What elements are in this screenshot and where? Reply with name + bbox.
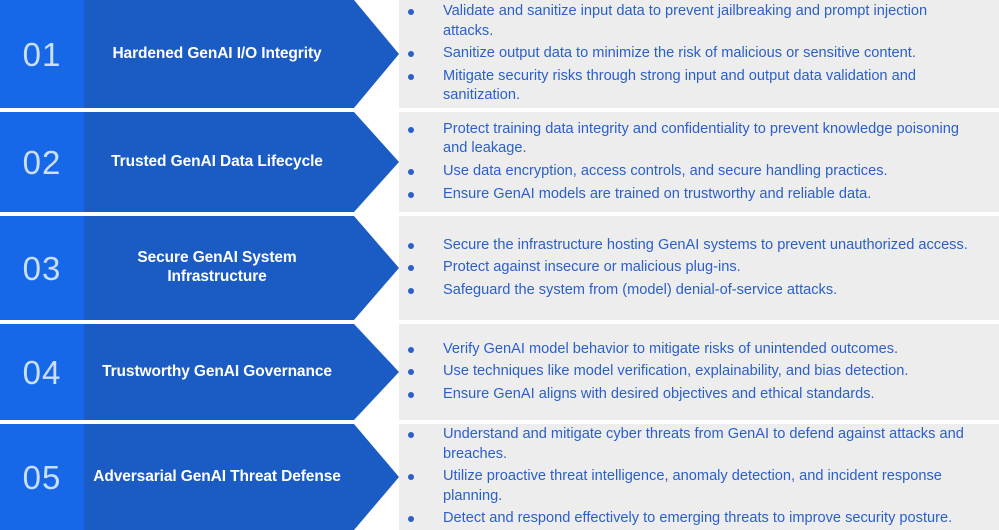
- pillar-number: 04: [22, 353, 62, 391]
- bullet-item: Verify GenAI model behavior to mitigate …: [399, 340, 977, 360]
- row-separator: [0, 320, 999, 324]
- pillar-arrow-banner: Adversarial GenAI Threat Defense: [84, 424, 399, 530]
- bullet-dot-icon: [408, 474, 414, 481]
- bullet-text: Verify GenAI model behavior to mitigate …: [443, 340, 899, 357]
- bullet-item: Utilize proactive threat intelligence, a…: [399, 467, 977, 506]
- pillar-title: Trusted GenAI Data Lifecycle: [111, 152, 323, 170]
- pillar-row: 01 Hardened GenAI I/O Integrity Validate…: [0, 0, 999, 108]
- bullet-item: Use data encryption, access controls, an…: [399, 162, 977, 182]
- pillar-row: 02 Trusted GenAI Data Lifecycle Protect …: [0, 112, 999, 212]
- pillar-title-container: Trustworthy GenAI Governance: [84, 324, 354, 420]
- bullet-dot-icon: [408, 432, 414, 439]
- arrow-right-icon: [84, 216, 399, 320]
- bullet-dot-icon: [408, 242, 414, 249]
- bullet-item: Ensure GenAI models are trained on trust…: [399, 185, 977, 205]
- bullet-item: Secure the infrastructure hosting GenAI …: [399, 236, 977, 256]
- pillar-title: Hardened GenAI I/O Integrity: [112, 44, 322, 62]
- pillar-number: 02: [22, 143, 62, 181]
- pillar-arrow-banner: Trusted GenAI Data Lifecycle: [84, 112, 399, 212]
- pillar-row: 04 Trustworthy GenAI Governance Verify G…: [0, 324, 999, 420]
- bullet-list: Understand and mitigate cyber threats fr…: [399, 425, 977, 529]
- bullet-item: Use techniques like model verification, …: [399, 362, 977, 382]
- pillar-bullet-panel: Secure the infrastructure hosting GenAI …: [399, 216, 999, 320]
- bullet-dot-icon: [408, 287, 414, 294]
- pillar-arrow-banner: Secure GenAI System Infrastructure: [84, 216, 399, 320]
- pillar-number: 05: [22, 458, 62, 496]
- row-separator: [0, 420, 999, 424]
- bullet-list: Protect training data integrity and conf…: [399, 120, 977, 204]
- bullet-dot-icon: [408, 369, 414, 376]
- bullet-dot-icon: [408, 126, 414, 133]
- pillar-number-tile: 02: [0, 112, 84, 212]
- bullet-text: Protect against insecure or malicious pl…: [443, 259, 741, 276]
- bullet-item: Safeguard the system from (model) denial…: [399, 281, 977, 301]
- bullet-dot-icon: [408, 73, 414, 80]
- pillar-number: 01: [22, 35, 62, 73]
- bullet-item: Detect and respond effectively to emergi…: [399, 509, 977, 529]
- pillar-title-container: Trusted GenAI Data Lifecycle: [84, 112, 354, 212]
- bullet-item: Protect against insecure or malicious pl…: [399, 258, 977, 278]
- bullet-dot-icon: [408, 265, 414, 272]
- bullet-list: Secure the infrastructure hosting GenAI …: [399, 236, 977, 301]
- pillar-title: Trustworthy GenAI Governance: [102, 362, 332, 380]
- pillar-number: 03: [22, 249, 62, 287]
- pillar-row: 03 Secure GenAI System Infrastructure Se…: [0, 216, 999, 320]
- pillar-title-container: Secure GenAI System Infrastructure: [84, 216, 354, 320]
- arrow-right-icon: [84, 0, 399, 108]
- bullet-text: Understand and mitigate cyber threats fr…: [443, 426, 964, 462]
- bullet-dot-icon: [408, 516, 414, 523]
- row-separator: [0, 212, 999, 216]
- pillar-bullet-panel: Verify GenAI model behavior to mitigate …: [399, 324, 999, 420]
- bullet-item: Protect training data integrity and conf…: [399, 120, 977, 159]
- bullet-item: Understand and mitigate cyber threats fr…: [399, 425, 977, 464]
- bullet-text: Ensure GenAI models are trained on trust…: [443, 185, 872, 202]
- bullet-text: Mitigate security risks through strong i…: [443, 67, 916, 104]
- arrow-right-icon: [84, 424, 399, 530]
- pillar-bullet-panel: Validate and sanitize input data to prev…: [399, 0, 999, 108]
- bullet-dot-icon: [408, 191, 414, 198]
- bullet-dot-icon: [408, 9, 414, 16]
- bullet-text: Utilize proactive threat intelligence, a…: [443, 468, 942, 504]
- pillar-number-tile: 03: [0, 216, 84, 320]
- bullet-item: Sanitize output data to minimize the ris…: [399, 44, 977, 64]
- bullet-text: Validate and sanitize input data to prev…: [443, 3, 928, 39]
- bullet-text: Safeguard the system from (model) denial…: [443, 281, 838, 298]
- bullet-text: Use data encryption, access controls, an…: [443, 163, 888, 179]
- pillar-title: Adversarial GenAI Threat Defense: [93, 467, 341, 485]
- bullet-text: Sanitize output data to minimize the ris…: [443, 45, 916, 62]
- arrow-right-icon: [84, 324, 399, 420]
- bullet-text: Secure the infrastructure hosting GenAI …: [443, 236, 968, 253]
- bullet-dot-icon: [408, 51, 414, 58]
- row-separator: [0, 108, 999, 112]
- bullet-item: Ensure GenAI aligns with desired objecti…: [399, 385, 977, 405]
- bullet-dot-icon: [408, 346, 414, 353]
- pillar-arrow-banner: Hardened GenAI I/O Integrity: [84, 0, 399, 108]
- pillar-title: Secure GenAI System Infrastructure: [137, 249, 297, 285]
- bullet-text: Ensure GenAI aligns with desired objecti…: [443, 385, 875, 402]
- bullet-list: Verify GenAI model behavior to mitigate …: [399, 340, 977, 405]
- pillar-bullet-panel: Understand and mitigate cyber threats fr…: [399, 424, 999, 530]
- pillar-number-tile: 05: [0, 424, 84, 530]
- pillar-row: 05 Adversarial GenAI Threat Defense Unde…: [0, 424, 999, 530]
- pillar-title-container: Adversarial GenAI Threat Defense: [84, 424, 354, 530]
- bullet-dot-icon: [408, 169, 414, 175]
- arrow-right-icon: [84, 112, 399, 212]
- bullet-list: Validate and sanitize input data to prev…: [399, 2, 977, 106]
- pillar-number-tile: 01: [0, 0, 84, 108]
- bullet-item: Validate and sanitize input data to prev…: [399, 2, 977, 41]
- bullet-text: Use techniques like model verification, …: [443, 363, 909, 380]
- pillar-arrow-banner: Trustworthy GenAI Governance: [84, 324, 399, 420]
- bullet-text: Detect and respond effectively to emergi…: [443, 510, 953, 527]
- bullet-item: Mitigate security risks through strong i…: [399, 67, 977, 106]
- bullet-dot-icon: [408, 391, 414, 398]
- pillar-title-container: Hardened GenAI I/O Integrity: [84, 0, 354, 108]
- bullet-text: Protect training data integrity and conf…: [443, 120, 959, 157]
- pillar-bullet-panel: Protect training data integrity and conf…: [399, 112, 999, 212]
- pillar-number-tile: 04: [0, 324, 84, 420]
